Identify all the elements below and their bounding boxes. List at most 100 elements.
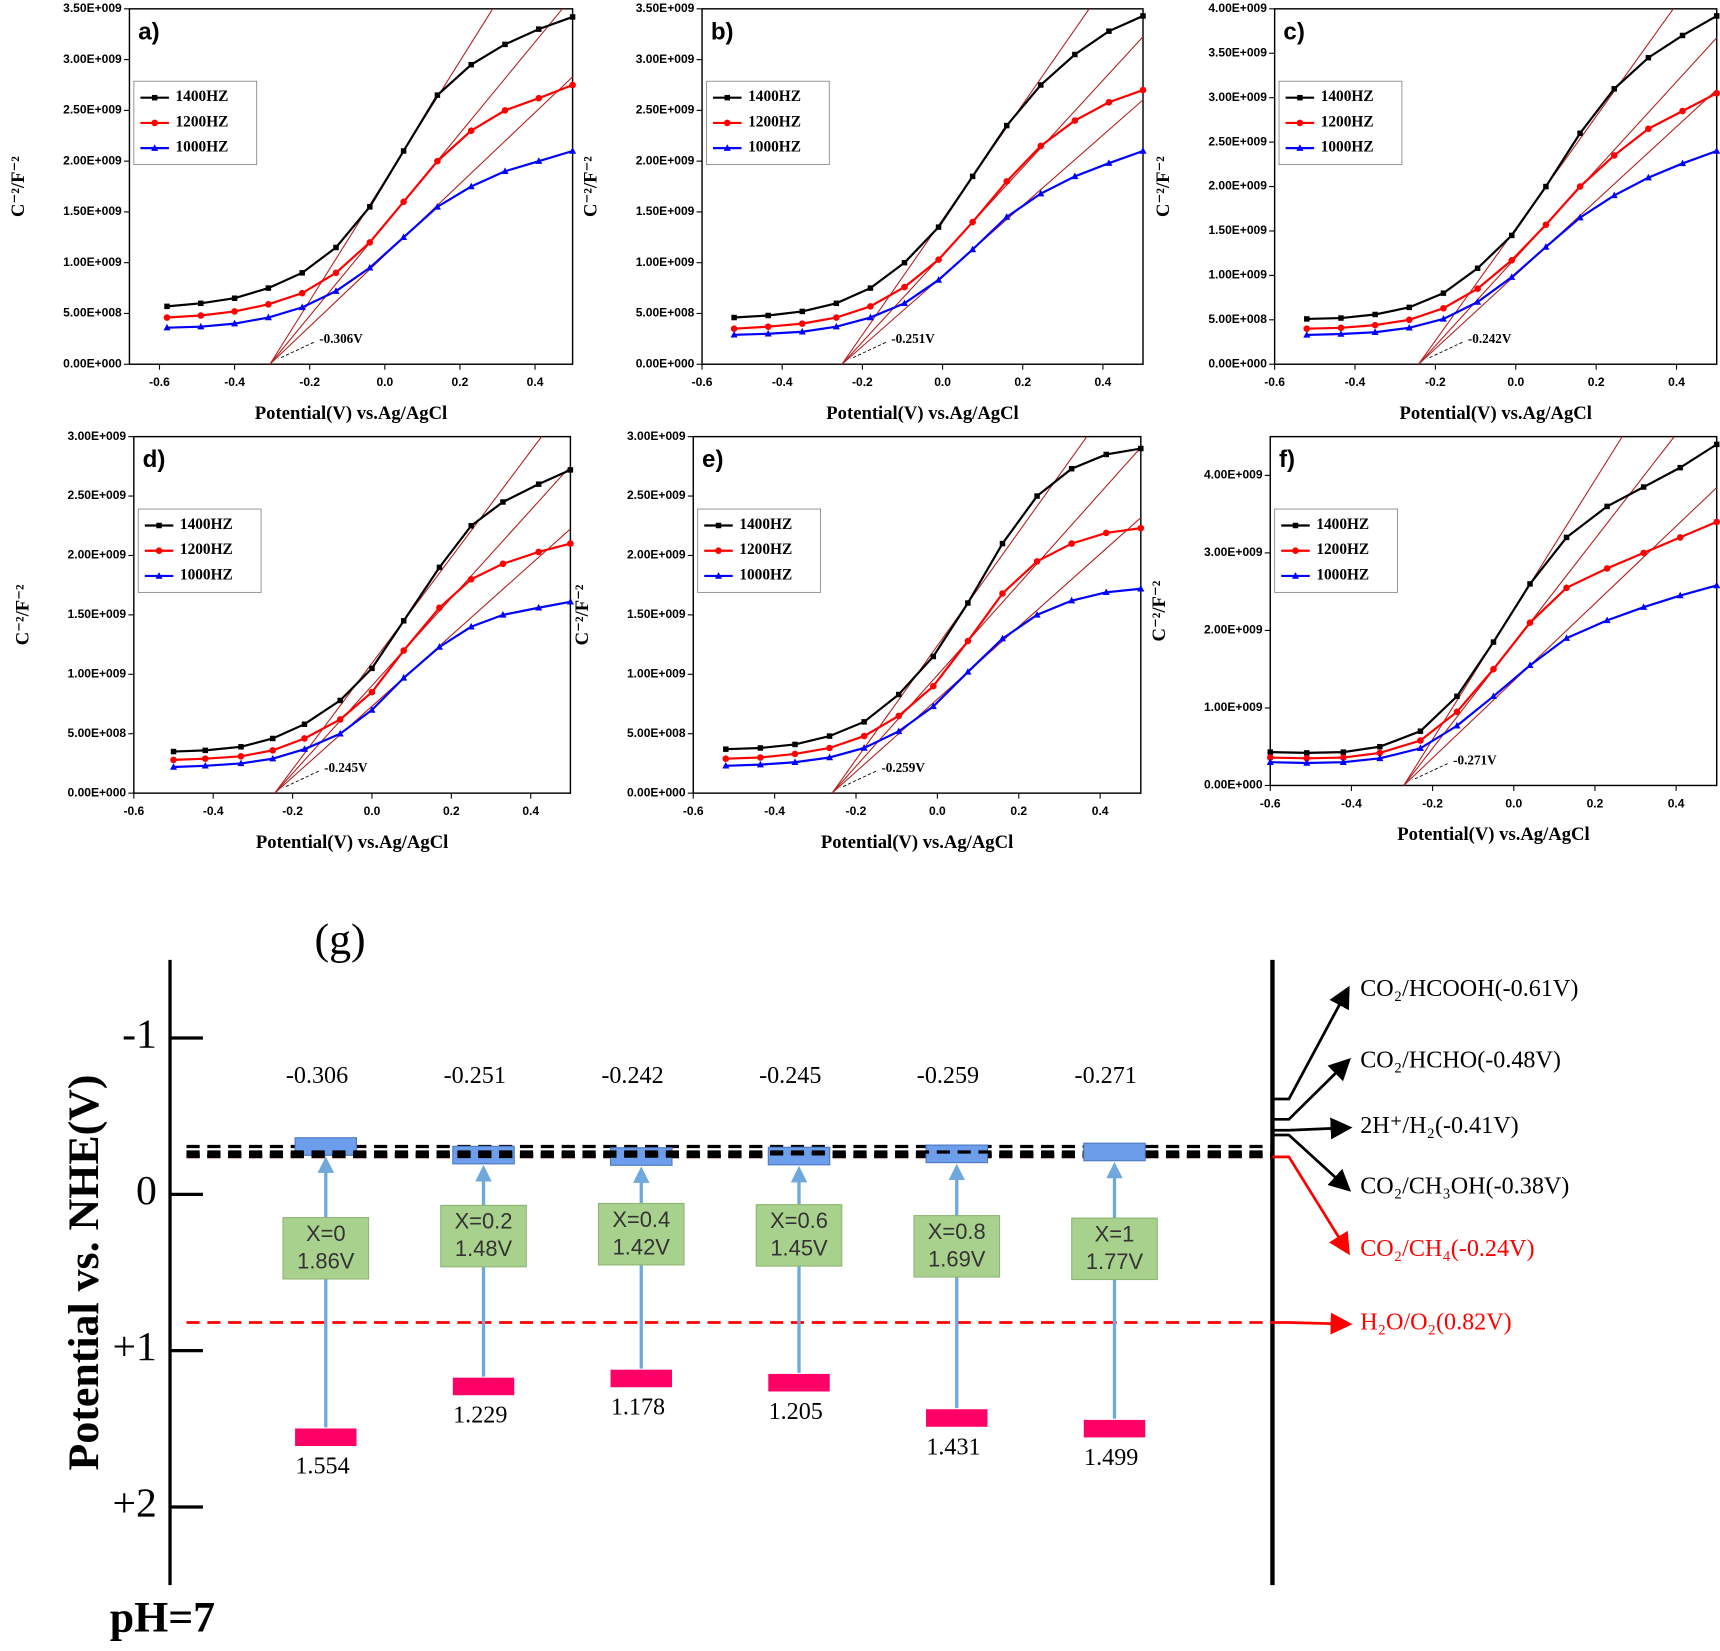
x-tick-label: 0.4 bbox=[1668, 796, 1685, 810]
marker bbox=[832, 322, 840, 330]
plot-frame bbox=[1269, 435, 1718, 787]
marker bbox=[833, 314, 840, 321]
x-tick-label: 0.4 bbox=[1095, 375, 1112, 389]
y-tick-label: +2 bbox=[113, 1481, 157, 1527]
marker bbox=[1337, 324, 1345, 332]
sample-box bbox=[440, 1204, 527, 1268]
marker bbox=[1677, 464, 1683, 471]
annotation: -0.271V bbox=[1453, 752, 1497, 767]
fit-line bbox=[841, 36, 1144, 365]
fit-line bbox=[1403, 487, 1718, 786]
cb-label: -0.251 bbox=[444, 1062, 506, 1089]
panel-label: b) bbox=[711, 18, 734, 45]
legend-label: 1000HZ bbox=[748, 139, 801, 156]
y-tick-label: -1 bbox=[122, 1012, 157, 1058]
marker bbox=[1105, 98, 1113, 106]
legend-label: 1200HZ bbox=[1321, 113, 1374, 130]
y-tick-label: 5.00E+008 bbox=[627, 726, 686, 740]
marker bbox=[332, 269, 340, 277]
marker bbox=[1297, 94, 1303, 101]
series-line bbox=[1270, 584, 1718, 765]
marker bbox=[826, 753, 834, 761]
marker bbox=[1377, 743, 1383, 750]
sample-label: X=0 bbox=[306, 1221, 346, 1246]
x-tick-label: -0.4 bbox=[1345, 375, 1366, 389]
x-tick-label: -0.4 bbox=[203, 804, 224, 818]
marker bbox=[730, 325, 738, 332]
valence-band bbox=[295, 1428, 357, 1447]
legend-label: 1200HZ bbox=[176, 113, 229, 130]
marker bbox=[170, 763, 178, 770]
marker bbox=[999, 590, 1006, 597]
marker bbox=[1542, 243, 1550, 250]
marker bbox=[238, 744, 244, 750]
marker bbox=[1266, 758, 1274, 765]
reference-arrow bbox=[1272, 1133, 1352, 1192]
marker bbox=[1640, 484, 1647, 490]
legend-label: 1000HZ bbox=[739, 566, 792, 583]
gap-label: 1.45V bbox=[770, 1235, 828, 1260]
vb-label: 1.205 bbox=[769, 1398, 823, 1425]
y-tick-label: +1 bbox=[113, 1324, 157, 1370]
marker bbox=[715, 522, 722, 529]
valence-band bbox=[768, 1373, 830, 1392]
marker bbox=[265, 301, 272, 308]
marker bbox=[366, 263, 374, 271]
marker bbox=[400, 674, 408, 681]
marker bbox=[237, 759, 245, 767]
marker bbox=[400, 618, 407, 624]
marker bbox=[1640, 549, 1647, 557]
legend-label: 1200HZ bbox=[180, 541, 233, 558]
marker bbox=[1038, 82, 1044, 88]
series-line bbox=[734, 14, 1144, 319]
marker bbox=[1440, 304, 1447, 312]
x-tick-label: 0.0 bbox=[929, 804, 946, 818]
marker bbox=[1140, 13, 1146, 19]
series-line bbox=[1306, 149, 1718, 337]
marker bbox=[1304, 750, 1310, 756]
legend-label: 1000HZ bbox=[176, 139, 229, 156]
valence-band bbox=[610, 1369, 672, 1388]
marker bbox=[1527, 581, 1533, 587]
marker bbox=[1489, 692, 1497, 700]
marker bbox=[436, 604, 443, 612]
sample-box bbox=[755, 1204, 843, 1267]
marker bbox=[1440, 290, 1447, 296]
annotation-pointer bbox=[1427, 341, 1463, 360]
y-tick-label: 1.00E+009 bbox=[68, 666, 127, 680]
marker bbox=[156, 522, 162, 529]
cb-label: -0.271 bbox=[1075, 1062, 1137, 1089]
marker bbox=[1337, 330, 1345, 337]
marker bbox=[1453, 708, 1461, 716]
marker bbox=[163, 323, 171, 331]
marker bbox=[826, 733, 833, 739]
marker bbox=[1563, 584, 1570, 592]
panel-label: (g) bbox=[314, 915, 365, 963]
y-tick-label: 2.00E+009 bbox=[627, 548, 686, 562]
x-tick-label: -0.4 bbox=[764, 804, 785, 818]
marker bbox=[1576, 183, 1584, 190]
marker bbox=[999, 540, 1006, 547]
plot-frame bbox=[701, 8, 1144, 365]
marker bbox=[757, 745, 764, 751]
gap-label: 1.42V bbox=[613, 1234, 671, 1259]
marker bbox=[1563, 534, 1570, 541]
x-tick-label: 0.2 bbox=[1010, 804, 1027, 818]
marker bbox=[757, 754, 764, 761]
marker bbox=[1490, 665, 1497, 673]
y-axis-label: C⁻²/F⁻² bbox=[572, 584, 593, 645]
marker bbox=[1137, 584, 1145, 592]
x-tick-label: 0.0 bbox=[934, 375, 951, 389]
marker bbox=[895, 727, 903, 735]
x-tick-label: -0.2 bbox=[1422, 796, 1443, 810]
legend-label: 1200HZ bbox=[739, 541, 792, 558]
marker bbox=[1303, 331, 1311, 338]
marker bbox=[1508, 273, 1516, 280]
marker bbox=[798, 327, 806, 335]
marker bbox=[1291, 572, 1299, 579]
marker bbox=[435, 643, 443, 650]
y-tick-label: 1.50E+009 bbox=[63, 204, 122, 218]
marker bbox=[1372, 311, 1378, 318]
marker bbox=[336, 716, 344, 723]
